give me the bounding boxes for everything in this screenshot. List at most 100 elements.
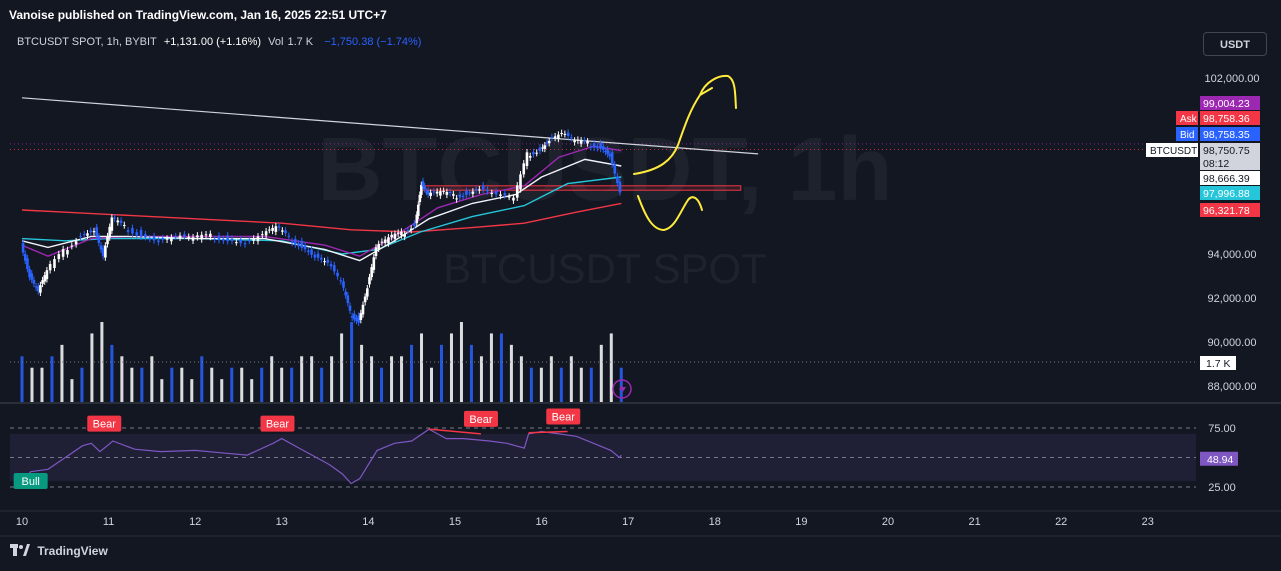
price-tag-label-text: Ask [1180,114,1198,125]
ema-purple-line [21,145,622,257]
symbol-name[interactable]: BTCUSDT SPOT, 1h, BYBIT [17,36,157,48]
candle [455,198,458,200]
rsi-value-text: 48.94 [1207,454,1233,466]
volume-bar [469,344,473,402]
candle [387,237,390,244]
candle [448,191,452,194]
candle [474,188,478,191]
watermark-sub: BTCUSDT SPOT [443,245,767,292]
price-tag [1200,203,1260,217]
candle [36,286,40,292]
candle [170,237,173,242]
candle [252,238,255,241]
volume-bar [290,367,294,402]
volume-bar [110,344,114,402]
volume-bar [549,356,553,402]
candle [297,243,300,247]
bearish-arrow-annotation [637,195,703,232]
candle [528,155,532,158]
candle [522,163,526,175]
currency-button[interactable]: USDT [1203,32,1267,56]
volume-bar [479,356,483,402]
volume-bar [539,367,543,402]
candle [178,235,182,238]
price-tag-label [1176,127,1198,141]
candle [541,147,544,149]
candle [355,318,358,321]
volume-bar [200,356,204,402]
price-tag-text: 97,996.88 [1203,188,1250,200]
price-tag-label [1176,111,1198,125]
candle [271,227,274,231]
candle [48,264,52,271]
volume-bar [280,367,284,402]
candle [519,174,522,190]
candle [390,234,393,238]
candle [104,245,107,258]
candle [32,279,36,284]
candle [183,234,186,237]
candle [586,141,589,144]
volume-bar [459,322,463,402]
candle [396,232,400,234]
price-tag [1200,111,1260,125]
candle [494,191,498,195]
candle [82,234,86,236]
candle [547,140,551,144]
candle [41,280,44,284]
volume-tag-text: 1.7 K [1206,358,1231,370]
candle [610,152,614,165]
rsi-signal-label: Bear [469,414,493,426]
candle [313,254,317,258]
candle [563,133,567,135]
lightning-icon-glyph [619,383,626,395]
candle [471,191,475,194]
candle [187,236,191,238]
candle [274,226,278,232]
candle [602,146,605,150]
candle [239,239,242,244]
volume-bar [569,356,573,402]
volume-bar [300,356,304,402]
tradingview-footer[interactable]: TradingView [10,544,108,559]
candle [57,254,61,260]
candle [357,315,360,323]
candle [589,146,593,148]
volume-bar [449,333,453,402]
volume-bar [529,367,533,402]
price-tag-text: 98,750.75 [1203,145,1250,157]
volume-bar [80,367,84,402]
volume-bar [310,356,314,402]
watermark-symbol: BTCUSDT, 1h [317,120,892,220]
candle [248,240,251,242]
candle [222,238,225,241]
candle [39,285,42,293]
symbol-legend[interactable]: BTCUSDT SPOT, 1h, BYBIT +1,131.00 (+1.16… [17,36,425,48]
candle [148,238,152,240]
candle [452,194,455,196]
candle [423,186,426,190]
candle [525,152,529,166]
price-tag [1200,143,1260,157]
candle [361,304,365,315]
candle [583,140,586,142]
candle [432,191,436,193]
candle [66,250,69,255]
candle [545,142,549,144]
candle [30,273,34,280]
volume-change: −1,750.38 (−1.74%) [324,36,422,48]
divergence-line [428,428,482,435]
candle [131,227,134,234]
candle [61,249,65,257]
candle [570,137,573,139]
candle [409,228,413,231]
price-tag-text: 96,321.78 [1203,205,1250,217]
candle [316,253,320,258]
time-axis-label: 12 [189,516,201,528]
volume-bar [439,344,443,402]
price-axis-label: 90,000.00 [1208,337,1257,349]
volume-bar [410,344,414,402]
candle [353,313,356,320]
volume-bar [220,379,224,402]
